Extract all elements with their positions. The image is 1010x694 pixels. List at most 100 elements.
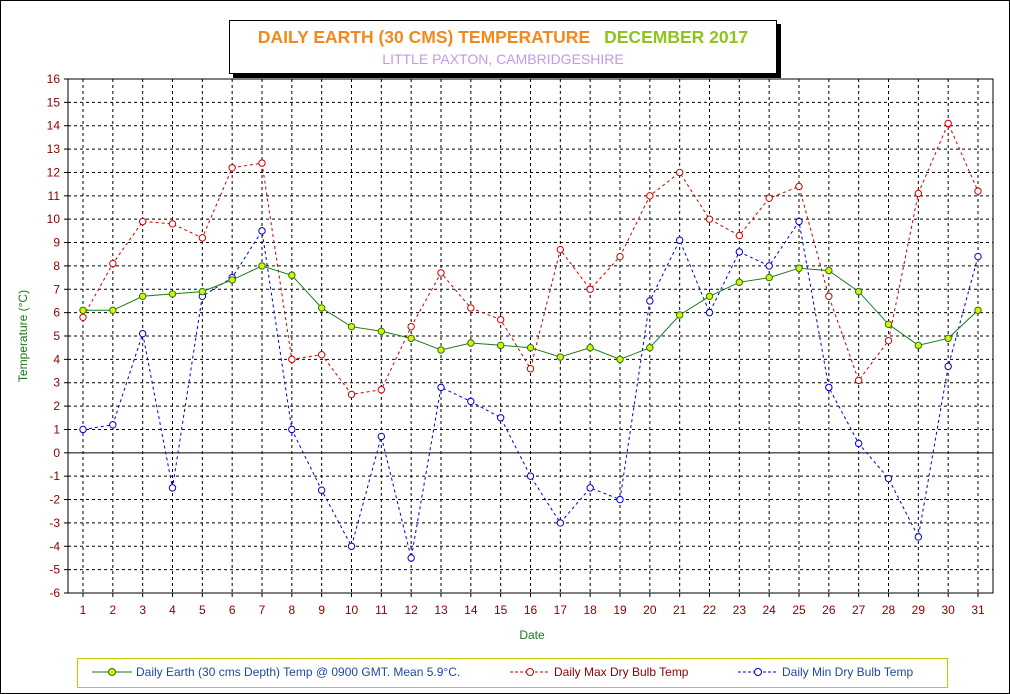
data-point-max [496,315,505,324]
data-point-max [735,231,744,240]
data-point-max [765,194,773,202]
data-point-min [377,432,386,441]
legend-item-max: Daily Max Dry Bulb Temp [510,665,688,679]
data-point-min [795,217,803,226]
data-point-max [467,304,475,312]
y-tick-label: 9 [53,236,60,250]
data-point-earth [288,271,296,279]
data-point-max [377,386,386,394]
chart-subtitle: LITTLE PAXTON, CAMBRIDGESHIRE [382,51,624,67]
data-point-earth [705,292,714,300]
legend-label-min: Daily Min Dry Bulb Temp [782,665,914,679]
x-tick-label: 10 [345,603,359,617]
y-tick-label: 0 [53,446,60,460]
y-tick-label: 13 [47,142,61,156]
y-tick-label: 12 [47,165,61,179]
data-point-min [168,484,177,492]
data-point-min [735,248,744,256]
x-tick-label: 1 [80,603,87,617]
data-point-earth [646,343,654,352]
x-tick-label: 31 [971,603,985,617]
x-tick-label: 20 [643,603,657,617]
data-point-max [79,313,87,322]
x-tick-label: 14 [464,603,478,617]
data-point-min [288,425,296,434]
data-point-earth [825,266,833,275]
y-tick-label: 15 [47,95,61,109]
y-tick-label: 14 [47,119,61,133]
x-tick-label: 28 [882,603,896,617]
data-point-max [705,215,714,223]
data-point-earth [198,287,207,296]
data-point-earth [407,334,415,343]
data-point-earth [109,306,117,314]
x-tick-label: 25 [792,603,806,617]
x-tick-label: 12 [404,603,418,617]
data-point-max [198,234,207,242]
data-point-max [884,336,893,345]
data-point-min [496,414,505,422]
data-point-min [974,252,982,261]
legend-swatch-max [510,668,550,676]
data-point-max [795,182,803,191]
data-point-min [616,495,624,504]
data-point-earth [258,262,266,270]
data-point-min [646,297,654,305]
data-point-max [288,355,296,364]
data-point-earth [914,341,923,350]
data-point-min [347,542,356,550]
legend-swatch-earth [92,668,132,676]
y-tick-label: 1 [53,422,60,436]
data-point-earth [377,327,386,336]
data-point-earth [675,311,684,319]
x-tick-label: 18 [583,603,597,617]
y-tick-label: -1 [49,469,60,483]
x-tick-label: 26 [822,603,836,617]
y-tick-label: 11 [48,189,61,203]
x-tick-label: 30 [941,603,955,617]
data-point-max [168,220,177,228]
data-point-earth [168,290,177,298]
x-tick-label: 9 [318,603,325,617]
data-point-earth [228,276,236,284]
x-tick-label: 8 [288,603,295,617]
y-tick-label: -6 [49,586,60,600]
data-point-min [765,262,773,270]
y-tick-label: -4 [49,539,60,553]
title-period: DECEMBER 2017 [604,27,749,47]
y-tick-label: 3 [53,376,60,390]
x-tick-label: 13 [434,603,448,617]
legend: Daily Earth (30 cms Depth) Temp @ 0900 G… [77,658,948,688]
x-tick-label: 5 [199,603,206,617]
data-point-max [317,350,326,359]
data-point-earth [735,278,744,286]
series [79,119,982,562]
data-point-min [258,227,266,235]
data-point-max [526,365,535,373]
data-point-max [974,187,982,195]
data-point-earth [556,353,565,361]
x-tick-label: 29 [912,603,926,617]
data-point-earth [974,306,982,314]
x-tick-label: 16 [524,603,538,617]
series-max [79,119,982,399]
data-point-max [407,322,415,331]
data-point-min [317,486,326,494]
x-tick-label: 15 [494,603,508,617]
y-tick-label: 8 [53,259,60,273]
x-tick-label: 3 [139,603,146,617]
x-tick-label: 19 [613,603,627,617]
title-box: DAILY EARTH (30 CMS) TEMPERATURE DECEMBER… [229,20,777,74]
data-point-min [437,383,445,392]
data-point-min [556,519,565,527]
data-point-earth [944,334,952,343]
y-tick-label: 2 [53,399,60,413]
data-point-earth [79,306,87,314]
data-point-max [675,168,684,177]
y-tick-label: -3 [49,516,60,530]
data-point-earth [884,320,893,329]
data-point-earth [437,346,445,354]
data-point-earth [317,304,326,312]
